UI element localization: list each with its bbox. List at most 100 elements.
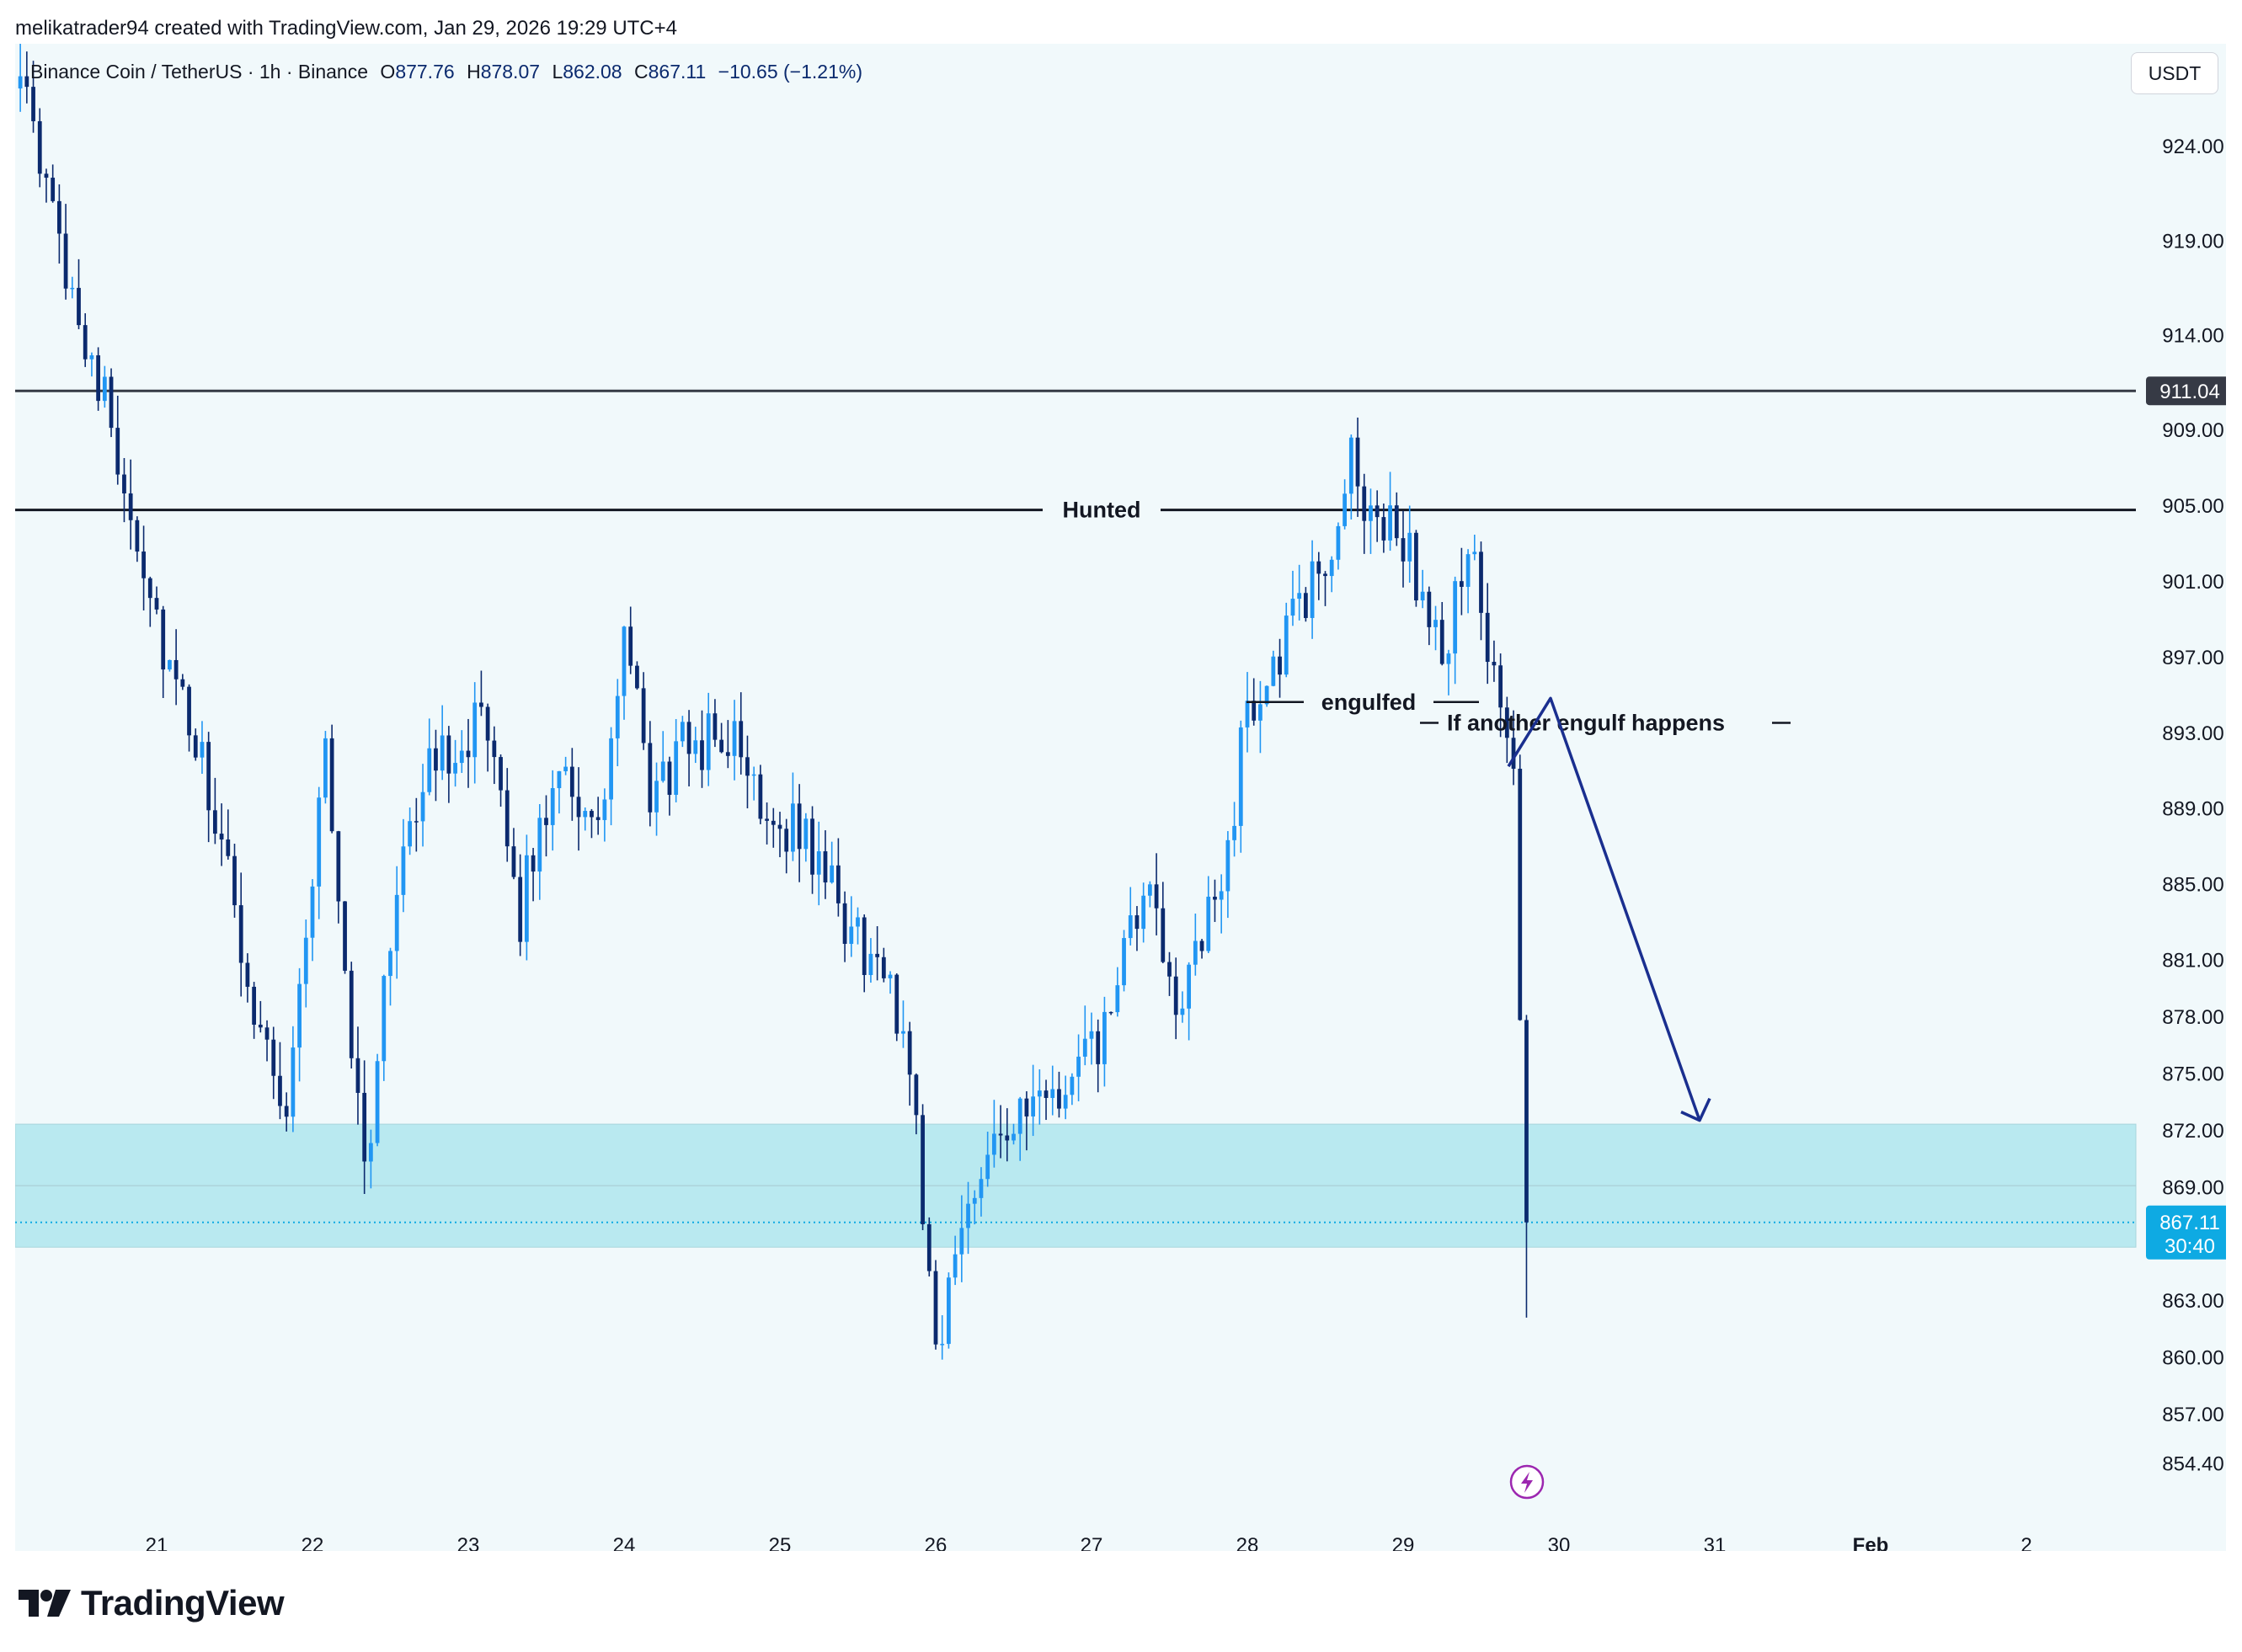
candle-body (835, 865, 841, 903)
candle (1161, 882, 1166, 964)
candle (1446, 649, 1451, 695)
candle-body (51, 178, 56, 201)
candle (615, 679, 620, 766)
candle-body (524, 855, 529, 942)
candle (382, 974, 387, 1081)
candle (77, 258, 81, 329)
candle-body (713, 713, 718, 740)
candle-body (168, 659, 172, 670)
candle-body (278, 1075, 282, 1106)
candle (1420, 569, 1425, 609)
candle (258, 1000, 263, 1033)
price-chart[interactable]: Hunted engulfed If another engulf happens… (15, 44, 2226, 1551)
candle (122, 458, 126, 523)
candle (1096, 1019, 1101, 1093)
candle-body (1492, 662, 1497, 666)
candle-body (232, 855, 237, 906)
candle (154, 586, 159, 615)
candle-body (89, 354, 94, 360)
candle-body (219, 834, 224, 840)
candle-body (894, 974, 899, 1034)
candle (1414, 530, 1418, 607)
legend-change-value: −10.65 (−1.21%) (718, 61, 862, 83)
candle (686, 710, 691, 786)
candle-body (37, 120, 42, 174)
candle-body (972, 1197, 977, 1204)
candle (375, 1053, 380, 1147)
candle-body (615, 695, 620, 738)
candle (284, 1092, 289, 1132)
candle-body (1297, 593, 1302, 600)
candle (868, 938, 873, 983)
candle-body (1102, 1011, 1107, 1064)
candle (161, 605, 166, 699)
candle (563, 756, 569, 775)
candle-body (1213, 896, 1217, 900)
candle-body (1161, 908, 1166, 962)
candle (569, 748, 574, 821)
candle (1297, 564, 1302, 621)
candle (70, 276, 75, 299)
candle-body (102, 376, 107, 402)
legend-open-label: O (380, 61, 396, 83)
candle (44, 168, 49, 203)
candle (998, 1105, 1003, 1159)
candle (1063, 1075, 1068, 1120)
candle (414, 797, 419, 852)
candle (654, 762, 659, 836)
candle (590, 808, 594, 839)
candle-body (628, 626, 633, 666)
candle-body (648, 743, 653, 813)
candle (1336, 522, 1341, 570)
candle (434, 729, 438, 802)
candle-body (583, 811, 588, 818)
candle (1017, 1096, 1022, 1161)
candle (264, 1020, 270, 1062)
candle (1459, 547, 1464, 616)
tradingview-logo[interactable]: TradingView (19, 1583, 285, 1623)
candle (1037, 1068, 1042, 1125)
candle-body (317, 797, 322, 887)
candle (894, 973, 899, 1042)
candle-body (1122, 938, 1126, 986)
candle (602, 788, 607, 842)
chart-panel[interactable]: Hunted engulfed If another engulf happens… (15, 44, 2226, 1551)
y-axis-tick-label: 860.00 (2162, 1347, 2223, 1370)
candle-body (63, 233, 68, 289)
candle-body (258, 1024, 263, 1028)
candle (408, 807, 413, 855)
candle-body (1219, 891, 1224, 900)
candle (18, 44, 23, 112)
y-axis-tick-label: 889.00 (2162, 798, 2223, 821)
candle (193, 728, 198, 761)
candle (849, 896, 854, 957)
candle-body (264, 1027, 270, 1040)
candle (147, 576, 152, 627)
candle-body (1504, 707, 1509, 738)
candle-body (427, 748, 432, 792)
candle (362, 1060, 367, 1194)
candle (641, 672, 646, 750)
candle-body (1037, 1090, 1042, 1097)
x-axis-tick-label: 28 (1236, 1534, 1259, 1551)
candle-body (472, 702, 478, 758)
candle (583, 807, 588, 831)
candle (1518, 754, 1523, 1021)
candle-body (1096, 1031, 1101, 1064)
candle-body (83, 325, 88, 360)
currency-button[interactable]: USDT (2131, 52, 2218, 94)
candle (1278, 638, 1282, 698)
candle-body (868, 953, 873, 975)
candle (238, 872, 243, 997)
candle-body (1076, 1056, 1081, 1077)
candle-body (991, 1133, 996, 1155)
candle-body (479, 702, 483, 707)
candle (1115, 967, 1120, 1017)
candle-body (388, 951, 392, 977)
candle (537, 803, 542, 900)
candle-body (297, 983, 302, 1048)
candle (1439, 601, 1444, 666)
candle (1498, 653, 1503, 738)
candle-body (810, 818, 814, 875)
y-axis-tick-label: 893.00 (2162, 722, 2223, 745)
